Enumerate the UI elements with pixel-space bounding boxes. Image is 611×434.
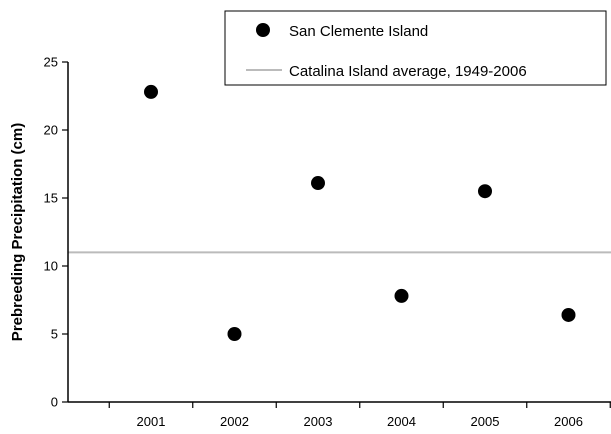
legend-label-san-clemente: San Clemente Island bbox=[289, 23, 428, 40]
x-axis-ticks: 2001 2002 2003 2004 2005 2006 bbox=[108, 402, 611, 429]
x-tick-label: 2003 bbox=[304, 414, 333, 429]
y-tick-label: 15 bbox=[44, 191, 58, 206]
data-point-2004 bbox=[394, 288, 409, 303]
x-tick-label: 2006 bbox=[554, 414, 583, 429]
legend: San Clemente Island Catalina Island aver… bbox=[224, 10, 607, 86]
y-tick-label: 20 bbox=[44, 123, 58, 138]
data-point-2002 bbox=[227, 327, 242, 341]
data-point-2006 bbox=[561, 307, 576, 322]
data-point-2001 bbox=[144, 84, 158, 99]
x-tick-label: 2002 bbox=[220, 414, 249, 429]
legend-label-catalina: Catalina Island average, 1949-2006 bbox=[289, 63, 527, 80]
x-tick-label: 2005 bbox=[471, 414, 500, 429]
y-axis-ticks: 0 5 10 15 20 25 bbox=[44, 55, 68, 410]
y-tick-label: 0 bbox=[51, 395, 58, 410]
data-point-2005 bbox=[478, 184, 492, 199]
x-tick-label: 2001 bbox=[137, 414, 166, 429]
data-point-2003 bbox=[311, 176, 325, 191]
y-axis-title: Prebreeding Precipitation (cm) bbox=[9, 123, 26, 341]
y-tick-label: 5 bbox=[51, 327, 58, 342]
legend-box bbox=[224, 10, 607, 86]
y-tick-label: 25 bbox=[44, 55, 58, 70]
data-points bbox=[144, 84, 576, 341]
legend-marker-san-clemente bbox=[256, 23, 270, 37]
x-tick-label: 2004 bbox=[387, 414, 416, 429]
y-tick-label: 10 bbox=[44, 259, 58, 274]
